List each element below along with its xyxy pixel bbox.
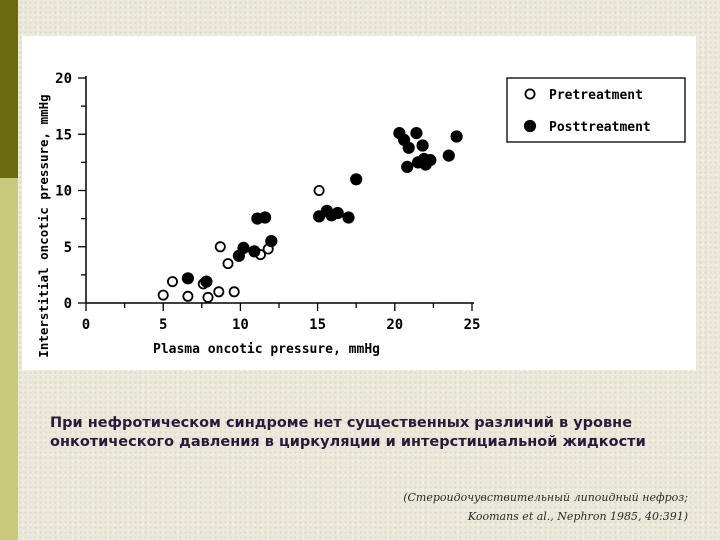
posttreatment-point xyxy=(181,272,194,285)
posttreatment-point xyxy=(350,173,363,186)
pretreatment-point xyxy=(313,184,325,196)
citation-line-2: Koomans et al., Nephron 1985, 40:391) xyxy=(467,510,688,523)
slide-caption: При нефротическом синдроме нет существен… xyxy=(50,415,646,450)
pretreatment-point xyxy=(228,286,240,298)
pretreatment-point xyxy=(222,258,234,270)
y-tick-label: 20 xyxy=(55,71,72,87)
accent-bar-dark xyxy=(0,0,18,178)
legend-posttreatment-marker xyxy=(523,119,537,133)
posttreatment-point xyxy=(401,160,414,173)
x-tick-label: 10 xyxy=(232,317,249,333)
legend-pretreatment-marker xyxy=(524,88,536,100)
posttreatment-point xyxy=(410,127,423,140)
x-tick-label: 20 xyxy=(386,317,403,333)
scatter-chart: 0 5 10 15 20 0 5 10 15 20 25 Plasma oncotic pressur… xyxy=(36,71,686,358)
x-tick-label: 5 xyxy=(159,317,167,333)
y-tick-label: 15 xyxy=(55,127,72,143)
x-tick-label: 15 xyxy=(309,317,326,333)
y-tick-label: 10 xyxy=(55,184,72,200)
y-tick-label: 5 xyxy=(64,240,72,256)
scatter-figure: 0 5 10 15 20 0 5 10 15 20 25 Plasma oncotic pressur… xyxy=(22,36,696,370)
y-axis-title: Interstitial oncotic pressure, mmHg xyxy=(36,94,51,357)
posttreatment-point xyxy=(259,211,272,224)
pretreatment-point xyxy=(213,286,225,298)
legend-label: Posttreatment xyxy=(549,120,651,135)
posttreatment-point xyxy=(331,206,344,220)
pretreatment-point xyxy=(166,276,178,288)
chart-axes: 0 5 10 15 20 0 5 10 15 20 25 Plasma oncotic pressur… xyxy=(36,71,480,358)
posttreatment-point xyxy=(402,141,415,154)
posttreatment-point xyxy=(342,211,355,224)
x-tick-label: 25 xyxy=(464,317,481,333)
accent-bar-light xyxy=(0,178,18,540)
pretreatment-point xyxy=(202,291,214,303)
pretreatment-point xyxy=(214,241,226,253)
y-tick-label: 0 xyxy=(64,296,72,312)
posttreatment-point xyxy=(424,154,437,167)
posttreatment-point xyxy=(416,139,429,152)
chart-legend: Pretreatment Posttreatment xyxy=(506,77,686,143)
posttreatment-point xyxy=(450,130,463,143)
posttreatment-point xyxy=(248,245,261,258)
citation: (Стероидочувствительный липоидный нефроз… xyxy=(268,488,688,526)
x-tick-label: 0 xyxy=(82,317,90,333)
legend-box xyxy=(506,77,686,143)
posttreatment-point xyxy=(442,149,455,162)
pretreatment-point xyxy=(182,290,194,302)
posttreatment-point xyxy=(237,241,250,254)
x-axis-title: Plasma oncotic pressure, mmHg xyxy=(153,342,380,357)
citation-line-1: (Стероидочувствительный липоидный нефроз… xyxy=(403,491,688,504)
legend-label: Pretreatment xyxy=(549,88,643,103)
posttreatment-point xyxy=(200,275,213,288)
pretreatment-point xyxy=(157,289,169,301)
chart-points xyxy=(157,127,463,303)
posttreatment-point xyxy=(265,235,278,248)
